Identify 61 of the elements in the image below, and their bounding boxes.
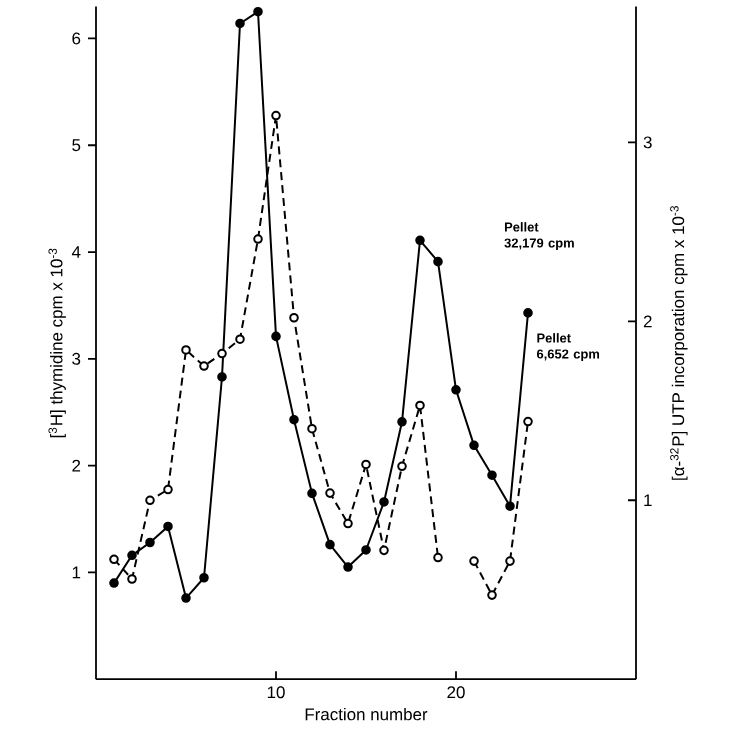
point <box>397 417 407 427</box>
point <box>361 545 371 555</box>
x-tick-label: 20 <box>447 686 465 699</box>
y2-tick-label: 1 <box>644 494 652 507</box>
point <box>307 423 317 434</box>
point <box>469 440 479 451</box>
point <box>451 385 461 395</box>
point <box>271 110 281 121</box>
point <box>325 539 335 550</box>
point <box>217 348 227 359</box>
point <box>307 488 317 499</box>
x-axis-title: Fraction number <box>305 707 428 721</box>
y-tick-label: 6 <box>72 32 81 45</box>
point <box>379 545 389 556</box>
point <box>379 497 389 507</box>
y-tick-label: 5 <box>72 139 81 152</box>
y-tick-label: 3 <box>72 352 81 365</box>
point <box>433 552 443 563</box>
point <box>343 562 353 572</box>
point <box>343 518 353 529</box>
point <box>109 554 119 565</box>
y2-tick-label: 3 <box>643 136 652 149</box>
point <box>127 574 137 584</box>
point <box>235 18 245 29</box>
point <box>109 578 119 588</box>
y-tick-label: 2 <box>72 459 81 472</box>
point <box>523 416 533 427</box>
point <box>325 488 335 498</box>
point <box>163 521 173 532</box>
y-axis-title: [$^{3}$H] thymidine cpm x 10$^{-3}$ <box>48 248 66 438</box>
y-tick-label: 4 <box>71 246 81 258</box>
point <box>523 308 533 318</box>
point <box>415 235 425 246</box>
point <box>289 414 299 425</box>
point <box>487 470 497 481</box>
point <box>199 572 209 583</box>
point <box>217 372 227 382</box>
point <box>235 334 245 344</box>
y2-axis-title: [α-$^{32}$P] UTP incorporation cpm x 10$^{-3}$ <box>670 206 688 480</box>
point <box>505 501 515 511</box>
point <box>127 550 137 561</box>
point <box>199 361 209 371</box>
y2-tick-label: 2 <box>643 315 652 328</box>
point <box>271 331 281 342</box>
point <box>145 495 155 506</box>
point <box>253 6 263 17</box>
point <box>505 556 515 566</box>
x-tick-label: 10 <box>267 686 285 699</box>
point <box>361 459 371 470</box>
point <box>253 234 263 244</box>
point <box>163 484 173 495</box>
point <box>181 345 191 355</box>
point <box>289 312 299 323</box>
point <box>181 593 191 603</box>
point <box>433 256 443 267</box>
y-tick-label: 1 <box>72 566 81 579</box>
point <box>487 590 497 600</box>
point <box>145 537 155 548</box>
point <box>469 556 479 566</box>
point <box>397 461 407 472</box>
point <box>415 400 425 411</box>
